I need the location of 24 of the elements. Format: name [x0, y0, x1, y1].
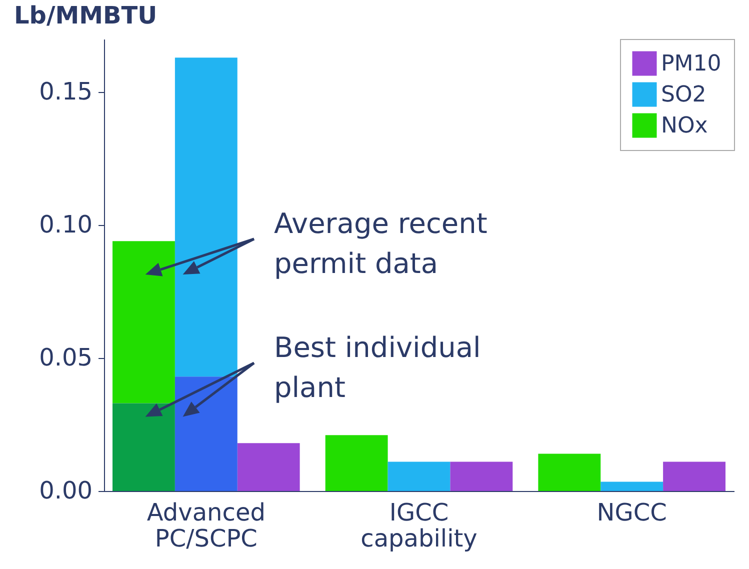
bar — [600, 482, 664, 491]
x-tick-label: NGCC — [596, 498, 667, 526]
annotation: Average recent permit data — [274, 207, 488, 280]
x-tick-label: IGCC capability — [360, 498, 478, 552]
y-tick-label: 0.15 — [39, 78, 92, 106]
bar — [450, 462, 513, 491]
bar — [112, 241, 175, 404]
bar — [112, 403, 175, 491]
legend-label: NOx — [661, 114, 708, 138]
bar — [388, 462, 450, 491]
y-tick-label: 0.05 — [39, 344, 92, 372]
bar — [174, 376, 238, 491]
bar — [174, 58, 238, 377]
annotation: Best individual plant — [274, 331, 481, 404]
legend-label: PM10 — [661, 52, 722, 76]
y-tick-label: 0.00 — [39, 476, 92, 504]
bar — [538, 454, 601, 491]
y-tick-label: 0.10 — [39, 210, 92, 239]
bar — [663, 462, 726, 491]
bar — [325, 435, 388, 491]
x-tick-label: Advanced PC/SCPC — [146, 498, 266, 552]
legend-label: SO2 — [661, 82, 706, 108]
chart-title: Lb/MMBTU — [14, 2, 158, 30]
bar — [237, 443, 300, 491]
